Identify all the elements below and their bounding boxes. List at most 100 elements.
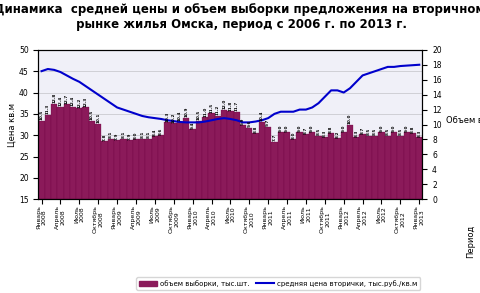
Bar (271, 142, 277, 199)
Bar (297, 132, 303, 199)
Bar (259, 122, 265, 199)
Text: 8.1: 8.1 (121, 131, 125, 138)
Bar (51, 104, 57, 199)
Bar (215, 115, 221, 199)
Bar (133, 139, 139, 199)
Text: 7.9: 7.9 (128, 132, 132, 140)
Bar (416, 137, 422, 199)
Bar (95, 124, 101, 199)
Text: 8.1: 8.1 (109, 131, 113, 138)
Bar (397, 136, 404, 199)
Text: 9.9: 9.9 (241, 117, 245, 125)
Text: 8.1: 8.1 (146, 131, 151, 138)
Text: 12.8: 12.8 (52, 93, 56, 103)
Bar (120, 139, 127, 199)
Bar (63, 104, 70, 199)
Text: 11.8: 11.8 (228, 100, 232, 111)
Text: 8.8: 8.8 (329, 126, 333, 133)
Text: Период: Период (466, 225, 475, 258)
Text: 9.0: 9.0 (285, 124, 289, 132)
Text: 10.5: 10.5 (197, 110, 201, 120)
Bar (227, 111, 234, 199)
Bar (234, 112, 240, 199)
Text: 8.5: 8.5 (373, 128, 377, 135)
Bar (183, 118, 190, 199)
Bar (145, 139, 152, 199)
Text: 8.5: 8.5 (367, 128, 371, 135)
Text: 7.9: 7.9 (115, 132, 119, 140)
Bar (114, 140, 120, 199)
Text: 10.5: 10.5 (90, 110, 94, 120)
Text: 9.0: 9.0 (298, 124, 301, 132)
Text: 11.3: 11.3 (46, 104, 50, 114)
Bar (290, 139, 297, 199)
Bar (391, 132, 397, 199)
Text: 12.2: 12.2 (77, 97, 81, 108)
Text: 11.0: 11.0 (203, 106, 207, 117)
Bar (366, 136, 372, 199)
Text: 9.0: 9.0 (405, 124, 408, 132)
Bar (221, 110, 227, 199)
Text: 8.6: 8.6 (159, 127, 163, 134)
Bar (284, 132, 290, 199)
Text: 8.3: 8.3 (417, 130, 421, 137)
Bar (127, 140, 133, 199)
Text: 10.4: 10.4 (260, 111, 264, 121)
Bar (277, 132, 284, 199)
Text: 9.0: 9.0 (380, 124, 384, 132)
Text: 11.7: 11.7 (235, 101, 239, 111)
Bar (164, 122, 170, 199)
Bar (246, 127, 252, 199)
Text: 8.5: 8.5 (316, 128, 321, 135)
Text: 10.2: 10.2 (172, 112, 176, 122)
Bar (334, 138, 341, 199)
Bar (378, 132, 384, 199)
Text: 12.4: 12.4 (71, 96, 75, 106)
Bar (410, 134, 416, 199)
Text: 9.6: 9.6 (247, 120, 252, 127)
Text: 10.1: 10.1 (96, 113, 100, 123)
Bar (240, 125, 246, 199)
Bar (45, 115, 51, 199)
Text: 10.5: 10.5 (39, 110, 44, 120)
Legend: объем выборки, тыс.шт., средняя цена вторички, тыс.руб./кв.м: объем выборки, тыс.шт., средняя цена вто… (136, 277, 420, 289)
Bar (57, 107, 63, 199)
Y-axis label: Цена кв.м: Цена кв.м (7, 103, 16, 146)
Text: Динамика  средней цены и объем выборки предложения на вторичном
 рынке жилья Омс: Динамика средней цены и объем выборки пр… (0, 3, 480, 31)
Text: 10.9: 10.9 (184, 107, 188, 117)
Text: 7.8: 7.8 (103, 133, 107, 141)
Text: 9.0: 9.0 (279, 124, 283, 132)
Text: 8.1: 8.1 (140, 131, 144, 138)
Text: 8.0: 8.0 (291, 132, 295, 139)
Bar (360, 134, 366, 199)
Bar (101, 141, 108, 199)
Text: 8.5: 8.5 (386, 128, 390, 135)
Text: 7.7: 7.7 (273, 134, 276, 141)
Bar (190, 129, 196, 199)
Text: 12.4: 12.4 (59, 96, 62, 106)
Text: 8.8: 8.8 (253, 126, 258, 133)
Bar (328, 134, 334, 199)
Text: 8.8: 8.8 (411, 126, 415, 133)
Text: 9.0: 9.0 (310, 124, 314, 132)
Bar (152, 137, 158, 199)
Bar (108, 139, 114, 199)
Bar (315, 136, 322, 199)
Text: 10.3: 10.3 (166, 111, 169, 122)
Bar (170, 123, 177, 199)
Bar (404, 132, 410, 199)
Bar (252, 134, 259, 199)
Bar (38, 121, 45, 199)
Text: 8.5: 8.5 (398, 128, 402, 135)
Text: 8.3: 8.3 (354, 130, 358, 137)
Text: 11.5: 11.5 (209, 103, 214, 113)
Bar (196, 121, 202, 199)
Text: 10.4: 10.4 (178, 111, 182, 121)
Text: 12.3: 12.3 (84, 97, 88, 107)
Bar (208, 113, 215, 199)
Text: 10.0: 10.0 (348, 114, 352, 124)
Text: 12.7: 12.7 (65, 94, 69, 104)
Text: 8.7: 8.7 (360, 127, 365, 134)
Bar (76, 108, 83, 199)
Bar (309, 132, 315, 199)
